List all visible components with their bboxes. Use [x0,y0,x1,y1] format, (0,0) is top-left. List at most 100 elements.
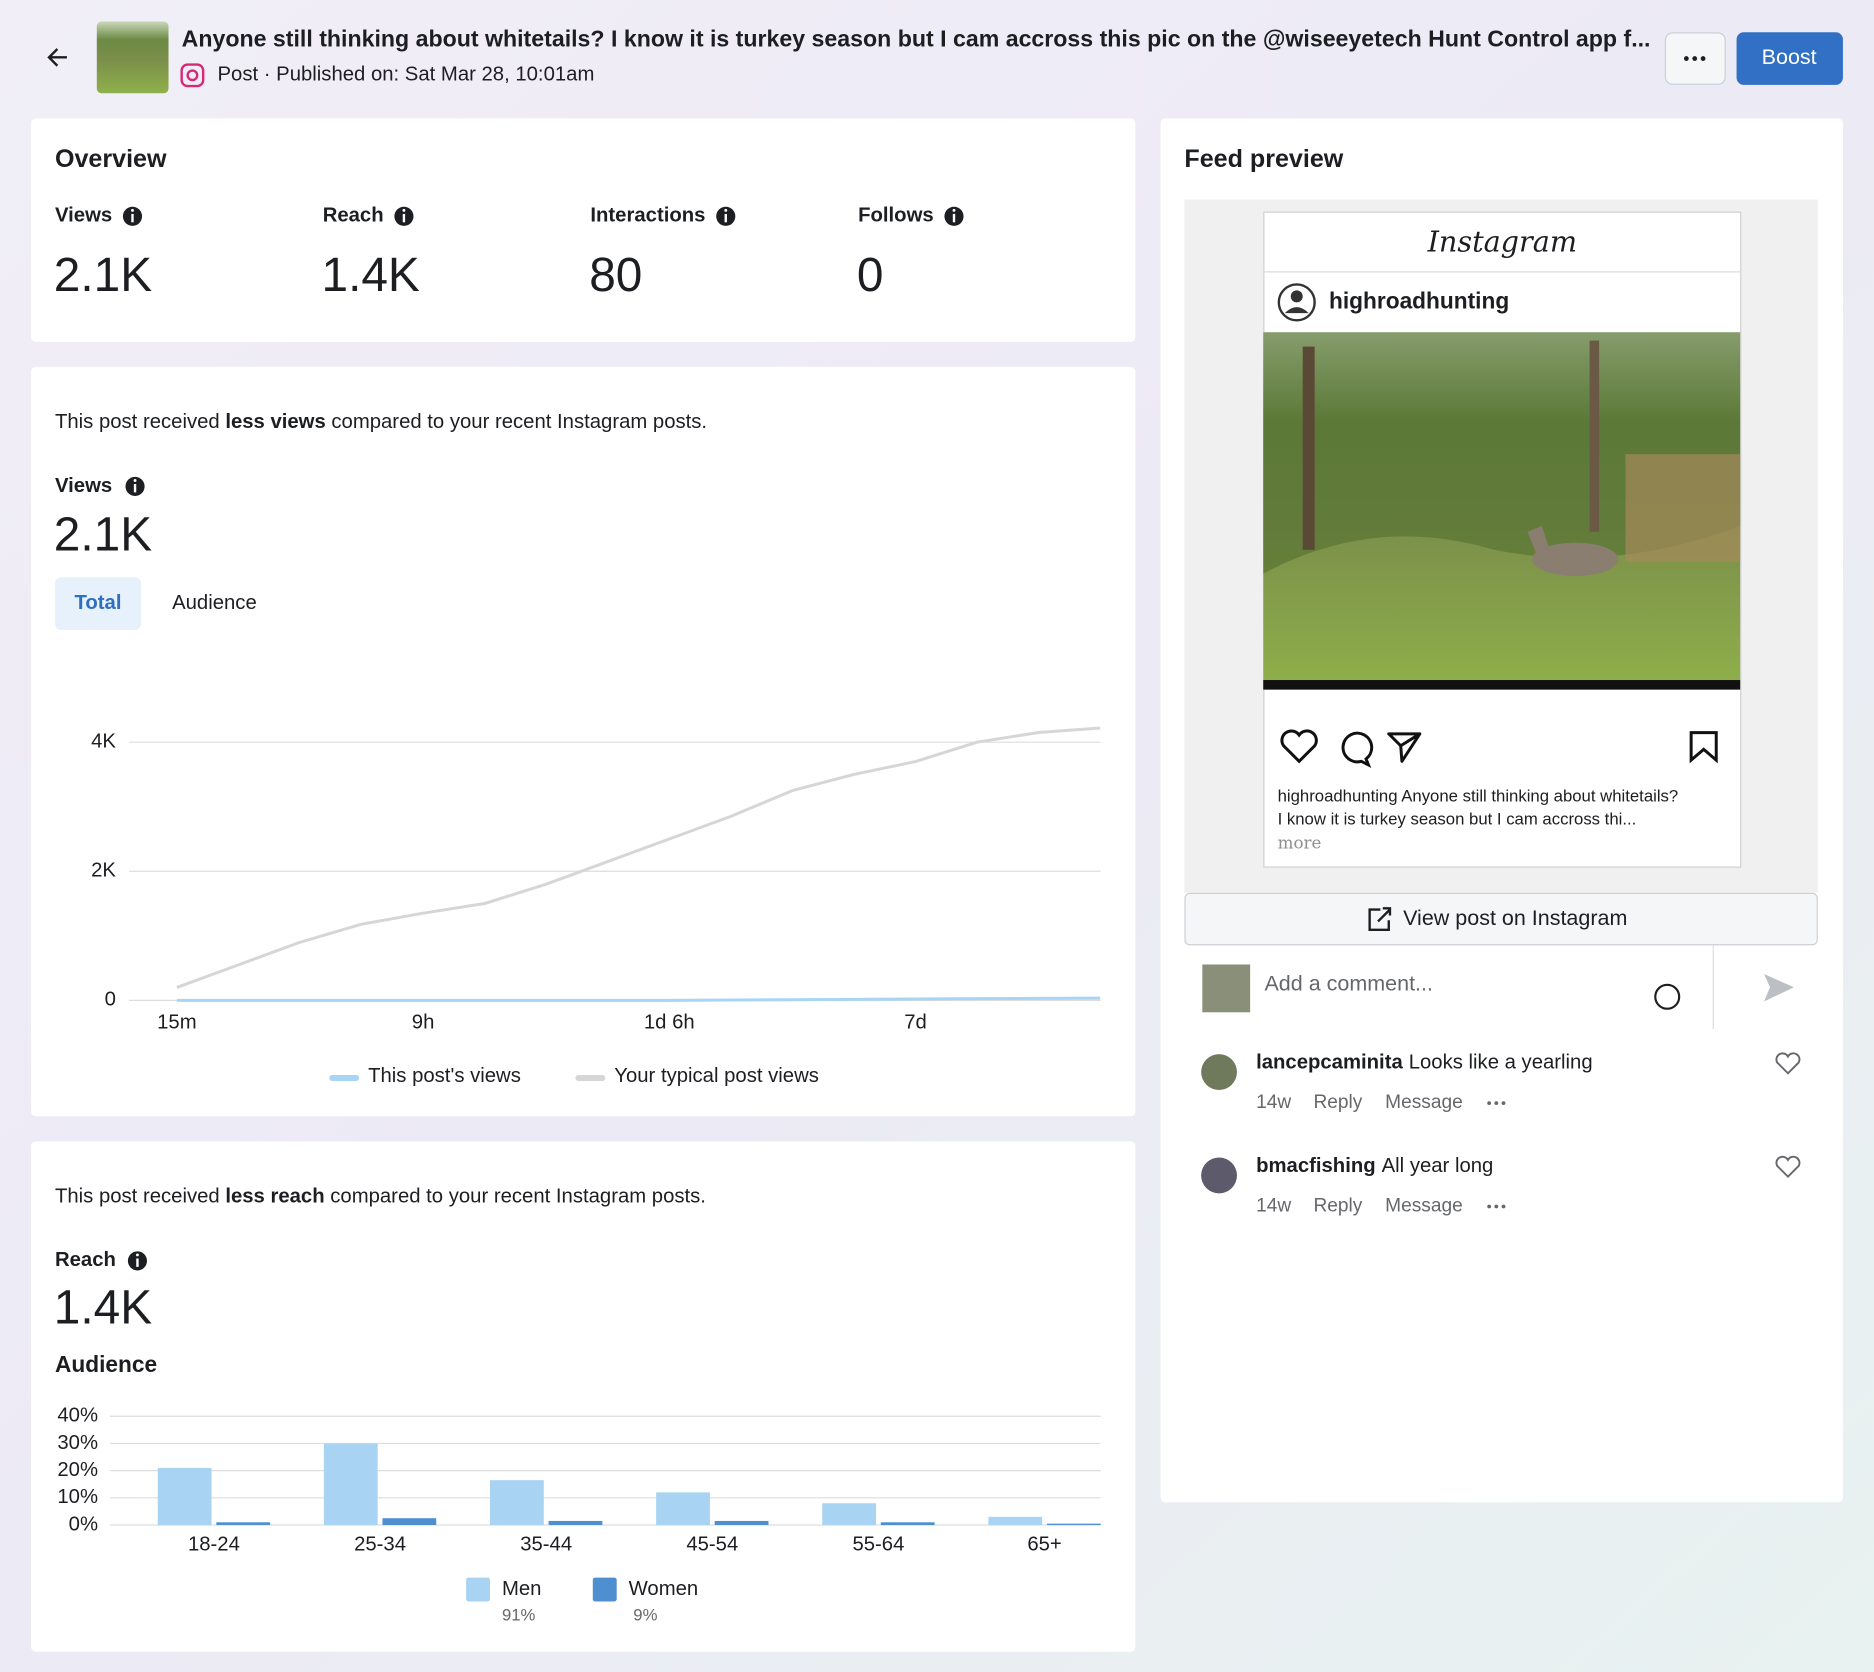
comment-user[interactable]: bmacfishing [1256,1155,1376,1177]
comment-like[interactable] [1775,1155,1801,1178]
x-tick-label: 25-34 [354,1534,406,1556]
commenter-avatar [1201,1157,1237,1194]
comment: lancepcaminita Looks like a yearling [1256,1052,1593,1074]
text: This post received [55,411,225,433]
x-tick-label: 9h [412,1011,435,1033]
metric-value: 80 [589,249,642,302]
username[interactable]: highroadhunting [1329,287,1509,313]
tab-total[interactable] [54,577,142,630]
comment-action[interactable]: Reply [1313,1092,1362,1113]
comment-icon[interactable] [1341,731,1374,768]
x-tick-label: 55-64 [852,1534,904,1556]
metric-label: Reach [323,205,384,227]
views-comparison: This post received less views compared t… [55,411,707,433]
legend-label: Women [629,1578,699,1600]
text-bold: less views [225,411,325,433]
avatar-body [1284,307,1309,314]
comment-like[interactable] [1775,1052,1801,1075]
info-dot [724,208,728,212]
metric-label: Interactions [590,205,705,227]
text: compared to your recent Instagram posts. [325,1186,706,1208]
external-icon [1368,907,1392,932]
y-tick-label: 2K [91,860,116,882]
back-button[interactable] [47,48,67,67]
comment-action[interactable]: Message [1385,1196,1463,1217]
save-icon[interactable] [1689,731,1718,764]
photo-trees [1263,332,1741,574]
dot [1683,56,1689,61]
comment-age: 14w [1256,1092,1291,1113]
post-title: Anyone still thinking about whitetails? … [182,26,1651,52]
bar [880,1522,935,1526]
bar [1046,1523,1101,1526]
commenter-avatar [1201,1054,1237,1090]
metric-label: Views [55,205,112,227]
x-tick-label: 15m [157,1011,196,1033]
own-avatar [1202,964,1251,1013]
post-thumbnail [96,21,169,94]
caption-line: highroadhunting Anyone still thinking ab… [1278,787,1679,806]
legend-label: Men [502,1578,541,1600]
more-dot [1487,1204,1492,1209]
reach-value: 1.4K [54,1282,152,1335]
boost-button[interactable] [1736,32,1843,85]
comment-action[interactable]: Message [1385,1092,1463,1113]
overview-card [31,118,1136,342]
series-line [176,996,1101,1002]
photo-deer [1532,542,1619,577]
audience-title: Audience [55,1351,157,1377]
like-icon[interactable] [1280,729,1318,764]
tab-audience-label[interactable]: Audience [172,592,257,614]
caption-more[interactable]: more [1278,832,1322,852]
overview-title: Overview [55,145,167,173]
legend-share: 9% [633,1605,657,1624]
emoji-icon[interactable] [1654,983,1681,1010]
y-tick-label: 20% [57,1459,98,1481]
photo-trunk [1302,346,1315,550]
metric-label: Follows [858,205,934,227]
metric-value: 0 [857,249,884,302]
info-i [131,213,134,223]
instagram-icon-lens [186,69,199,82]
boost-label[interactable]: Boost [1762,45,1817,69]
info-i [133,484,137,493]
photo-grass [1625,454,1741,562]
instagram-logo: Instagram [1427,224,1577,258]
comment-input[interactable]: Add a comment... [1264,971,1432,995]
y-tick-label: 0% [69,1513,98,1535]
photo-deer-head [1527,525,1549,553]
tab-total-label[interactable]: Total [75,592,122,614]
info-i [402,213,406,223]
y-tick-label: 30% [57,1432,98,1454]
view-post-label[interactable]: View post on Instagram [1403,906,1627,930]
comment-action[interactable]: Reply [1313,1196,1362,1217]
send-icon[interactable] [1764,974,1794,1002]
x-tick-label: 18-24 [188,1534,240,1556]
dot [1700,56,1706,61]
view-post-button[interactable] [1184,892,1818,946]
info-dot [952,208,956,212]
line-chart: 0 2K 4K 15m 9h 1d 6h 7d This post's views Your t… [91,726,1101,1087]
info-dot [133,479,137,482]
more-dot [1494,1101,1499,1106]
comment-user[interactable]: lancepcaminita [1256,1052,1403,1074]
instagram-icon [180,63,205,88]
y-tick-label: 0 [105,989,116,1011]
share-icon[interactable] [1387,732,1422,763]
photo-strip [1263,680,1741,690]
more-dot [1501,1101,1506,1106]
bar [216,1522,271,1526]
legend-swatch [592,1577,617,1602]
metrics: Views 2.1K Reach 1.4K Interactions 80 Follows 0 [54,205,964,302]
info-dot [402,208,406,212]
text: This post received [55,1186,225,1208]
more-dot [1487,1101,1492,1106]
bar [714,1520,769,1526]
comment: bmacfishing All year long [1256,1155,1493,1177]
info-dot [136,1253,139,1257]
caption-line: I know it is turkey season but I cam acc… [1278,809,1637,828]
legend-share: 91% [502,1605,536,1624]
more-dot [1501,1204,1506,1209]
